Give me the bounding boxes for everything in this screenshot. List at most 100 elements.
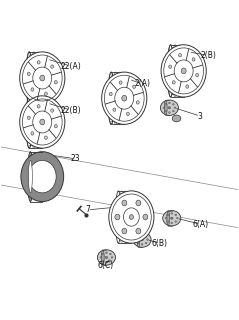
Text: 22(B): 22(B) (60, 106, 81, 115)
Ellipse shape (102, 72, 147, 124)
Ellipse shape (100, 257, 102, 258)
Ellipse shape (122, 200, 127, 206)
Ellipse shape (164, 110, 166, 112)
Ellipse shape (136, 101, 139, 104)
Ellipse shape (136, 228, 141, 234)
Ellipse shape (192, 58, 195, 61)
Ellipse shape (141, 238, 143, 241)
Ellipse shape (102, 250, 104, 265)
Ellipse shape (44, 92, 47, 95)
Ellipse shape (44, 136, 47, 139)
Ellipse shape (33, 111, 52, 133)
Ellipse shape (27, 116, 30, 119)
Ellipse shape (106, 252, 107, 253)
Ellipse shape (109, 191, 154, 243)
Ellipse shape (122, 228, 127, 234)
Ellipse shape (164, 100, 167, 116)
Ellipse shape (163, 211, 181, 226)
Ellipse shape (167, 214, 169, 216)
Ellipse shape (109, 260, 111, 261)
Ellipse shape (119, 81, 122, 84)
Ellipse shape (113, 108, 116, 111)
Ellipse shape (164, 104, 166, 105)
Ellipse shape (172, 81, 175, 84)
Ellipse shape (54, 81, 57, 84)
Ellipse shape (170, 217, 173, 219)
Ellipse shape (175, 214, 177, 216)
Ellipse shape (165, 218, 167, 219)
Ellipse shape (168, 107, 171, 109)
Ellipse shape (176, 218, 178, 219)
Text: 6(C): 6(C) (97, 260, 113, 269)
Ellipse shape (143, 214, 148, 220)
Ellipse shape (109, 253, 111, 255)
Ellipse shape (179, 53, 181, 57)
Ellipse shape (27, 152, 33, 202)
Ellipse shape (40, 75, 45, 81)
Ellipse shape (20, 52, 65, 104)
Ellipse shape (40, 119, 45, 125)
Ellipse shape (122, 95, 127, 101)
Ellipse shape (137, 232, 140, 247)
Ellipse shape (167, 211, 169, 226)
Ellipse shape (20, 96, 65, 148)
Ellipse shape (173, 104, 174, 105)
Text: 6(B): 6(B) (152, 239, 168, 248)
Ellipse shape (37, 105, 40, 108)
Ellipse shape (171, 213, 173, 214)
Ellipse shape (169, 65, 172, 68)
Ellipse shape (31, 88, 34, 91)
Ellipse shape (172, 115, 181, 122)
Ellipse shape (141, 244, 143, 245)
Ellipse shape (102, 260, 103, 261)
Ellipse shape (129, 215, 133, 220)
Ellipse shape (137, 236, 139, 237)
Ellipse shape (98, 250, 115, 265)
Ellipse shape (141, 234, 143, 236)
Ellipse shape (181, 68, 186, 74)
Ellipse shape (21, 152, 64, 202)
Ellipse shape (28, 160, 56, 193)
Ellipse shape (133, 85, 136, 88)
Text: 22(A): 22(A) (60, 62, 81, 71)
Ellipse shape (145, 236, 147, 237)
Ellipse shape (51, 65, 54, 68)
Ellipse shape (37, 61, 40, 64)
Ellipse shape (161, 45, 206, 97)
Text: 7: 7 (85, 205, 90, 214)
Ellipse shape (27, 72, 30, 76)
Ellipse shape (167, 221, 169, 222)
Text: 23: 23 (71, 154, 80, 163)
Ellipse shape (145, 242, 147, 244)
Ellipse shape (174, 60, 193, 82)
Ellipse shape (133, 232, 151, 247)
Ellipse shape (168, 112, 170, 113)
Ellipse shape (174, 107, 176, 108)
Ellipse shape (109, 92, 112, 96)
Text: 3: 3 (198, 112, 203, 121)
Ellipse shape (163, 107, 165, 108)
Ellipse shape (33, 67, 52, 89)
Text: 2(A): 2(A) (134, 79, 150, 88)
Ellipse shape (175, 221, 177, 222)
Ellipse shape (173, 110, 174, 112)
Ellipse shape (171, 222, 173, 224)
Ellipse shape (126, 112, 129, 116)
Ellipse shape (102, 253, 103, 255)
Ellipse shape (160, 100, 179, 116)
Ellipse shape (115, 214, 120, 220)
Ellipse shape (115, 87, 134, 109)
Ellipse shape (147, 239, 149, 240)
Ellipse shape (136, 200, 141, 206)
Ellipse shape (111, 257, 113, 258)
Ellipse shape (106, 261, 107, 263)
Ellipse shape (186, 85, 189, 88)
Text: 2(B): 2(B) (201, 51, 217, 60)
Ellipse shape (136, 239, 137, 240)
Text: 6(A): 6(A) (192, 220, 208, 229)
Ellipse shape (51, 109, 54, 112)
Ellipse shape (137, 242, 139, 244)
Ellipse shape (196, 73, 199, 77)
Ellipse shape (105, 256, 108, 259)
Ellipse shape (168, 102, 170, 104)
